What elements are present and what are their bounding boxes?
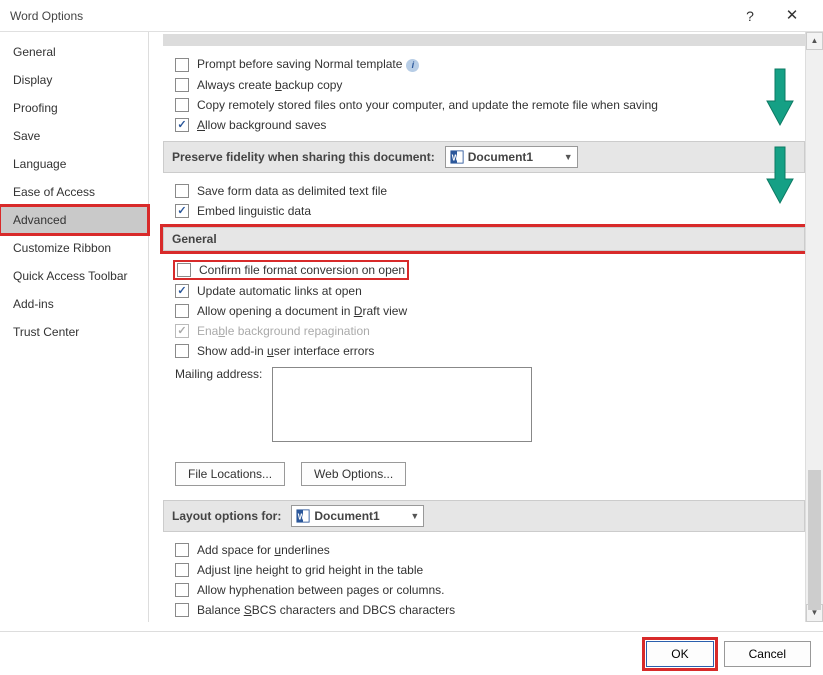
- sidebar-item-proofing[interactable]: Proofing: [0, 94, 148, 122]
- word-doc-icon: W: [296, 509, 310, 523]
- window-title: Word Options: [10, 9, 729, 23]
- save-option-row: Copy remotely stored files onto your com…: [163, 95, 805, 115]
- svg-text:W: W: [451, 154, 459, 163]
- sidebar-item-display[interactable]: Display: [0, 66, 148, 94]
- save-option-checkbox[interactable]: [175, 98, 189, 112]
- general-option-checkbox[interactable]: [177, 263, 191, 277]
- layout-option-label: Allow hyphenation between pages or colum…: [197, 583, 445, 597]
- save-option-label: Allow background saves: [197, 118, 326, 132]
- layout-doc-dropdown[interactable]: W Document1 ▼: [291, 505, 424, 527]
- main-area: GeneralDisplayProofingSaveLanguageEase o…: [0, 32, 823, 622]
- layout-section-header: Layout options for: W Document1 ▼: [163, 500, 805, 532]
- help-button[interactable]: ?: [729, 1, 771, 31]
- general-option-label: Enable background repagination: [197, 324, 370, 338]
- fidelity-option-row: Embed linguistic data: [163, 201, 805, 221]
- scrolled-section-edge: [163, 34, 805, 46]
- general-option-label: Show add-in user interface errors: [197, 344, 374, 358]
- sidebar-item-ease-of-access[interactable]: Ease of Access: [0, 178, 148, 206]
- layout-option-row: Allow hyphenation between pages or colum…: [163, 580, 805, 600]
- close-button[interactable]: ✕: [771, 1, 813, 31]
- general-option-label: Confirm file format conversion on open: [199, 263, 405, 277]
- fidelity-doc-dropdown[interactable]: W Document1 ▼: [445, 146, 578, 168]
- sidebar-item-save[interactable]: Save: [0, 122, 148, 150]
- fidelity-option-checkbox[interactable]: [175, 184, 189, 198]
- annotation-arrow-icon: [765, 67, 795, 127]
- general-option-checkbox[interactable]: [175, 284, 189, 298]
- fidelity-option-label: Embed linguistic data: [197, 204, 311, 218]
- layout-option-row: Add space for underlines: [163, 540, 805, 560]
- fidelity-option-checkbox[interactable]: [175, 204, 189, 218]
- general-option-label: Update automatic links at open: [197, 284, 362, 298]
- cancel-button[interactable]: Cancel: [724, 641, 811, 667]
- mailing-address-row: Mailing address:: [163, 361, 805, 448]
- word-doc-icon: W: [450, 150, 464, 164]
- save-option-label: Always create backup copy: [197, 78, 342, 92]
- layout-option-label: Balance SBCS characters and DBCS charact…: [197, 603, 455, 617]
- fidelity-doc-name: Document1: [468, 150, 558, 164]
- info-icon[interactable]: i: [406, 59, 419, 72]
- save-option-label: Prompt before saving Normal templatei: [197, 57, 419, 72]
- save-option-row: Prompt before saving Normal templatei: [163, 54, 805, 75]
- chevron-down-icon: ▼: [558, 152, 573, 162]
- layout-option-row: Adjust line height to grid height in the…: [163, 560, 805, 580]
- layout-option-label: Add space for underlines: [197, 543, 330, 557]
- web-options-button[interactable]: Web Options...: [301, 462, 406, 486]
- sidebar-item-advanced[interactable]: Advanced: [0, 206, 148, 234]
- fidelity-label: Preserve fidelity when sharing this docu…: [172, 150, 435, 164]
- general-option-row: Show add-in user interface errors: [163, 341, 805, 361]
- scroll-track[interactable]: [806, 50, 823, 604]
- layout-option-checkbox[interactable]: [175, 603, 189, 617]
- layout-doc-name: Document1: [314, 509, 404, 523]
- sidebar-item-add-ins[interactable]: Add-ins: [0, 290, 148, 318]
- sidebar-item-quick-access-toolbar[interactable]: Quick Access Toolbar: [0, 262, 148, 290]
- layout-label: Layout options for:: [172, 509, 281, 523]
- scroll-thumb[interactable]: [808, 470, 821, 610]
- fidelity-section-header: Preserve fidelity when sharing this docu…: [163, 141, 805, 173]
- fidelity-option-row: Save form data as delimited text file: [163, 181, 805, 201]
- general-buttons-row: File Locations... Web Options...: [163, 448, 805, 494]
- general-option-checkbox[interactable]: [175, 344, 189, 358]
- general-option-label: Allow opening a document in Draft view: [197, 304, 407, 318]
- general-option-row: Confirm file format conversion on open: [163, 259, 805, 281]
- general-label: General: [172, 232, 217, 246]
- annotation-arrow-icon: [765, 145, 795, 205]
- general-section-header: General: [163, 227, 805, 251]
- mailing-label: Mailing address:: [175, 367, 262, 381]
- layout-option-row: Convert backslash characters into yen si…: [163, 620, 805, 622]
- chevron-down-icon: ▼: [404, 511, 419, 521]
- mailing-address-textarea[interactable]: [272, 367, 532, 442]
- layout-option-checkbox[interactable]: [175, 563, 189, 577]
- general-option-row: Allow opening a document in Draft view: [163, 301, 805, 321]
- content-wrap: Prompt before saving Normal templatei Alw…: [149, 32, 823, 622]
- general-option-row: Update automatic links at open: [163, 281, 805, 301]
- save-option-row: Always create backup copy: [163, 75, 805, 95]
- title-bar: Word Options ? ✕: [0, 0, 823, 32]
- save-option-row: Allow background saves: [163, 115, 805, 135]
- content-panel: Prompt before saving Normal templatei Alw…: [149, 32, 805, 622]
- file-locations-button[interactable]: File Locations...: [175, 462, 285, 486]
- layout-option-checkbox[interactable]: [175, 543, 189, 557]
- sidebar-item-customize-ribbon[interactable]: Customize Ribbon: [0, 234, 148, 262]
- save-option-checkbox[interactable]: [175, 118, 189, 132]
- dialog-footer: OK Cancel: [0, 631, 823, 675]
- sidebar-item-language[interactable]: Language: [0, 150, 148, 178]
- ok-button[interactable]: OK: [646, 641, 713, 667]
- sidebar-item-trust-center[interactable]: Trust Center: [0, 318, 148, 346]
- scroll-up-button[interactable]: ▲: [806, 32, 823, 50]
- general-option-checkbox[interactable]: [175, 304, 189, 318]
- sidebar-item-general[interactable]: General: [0, 38, 148, 66]
- general-option-checkbox: [175, 324, 189, 338]
- vertical-scrollbar[interactable]: ▲ ▼: [805, 32, 823, 622]
- layout-option-checkbox[interactable]: [175, 583, 189, 597]
- svg-text:W: W: [298, 513, 306, 522]
- save-option-checkbox[interactable]: [175, 78, 189, 92]
- save-option-label: Copy remotely stored files onto your com…: [197, 98, 658, 112]
- general-option-row: Enable background repagination: [163, 321, 805, 341]
- sidebar: GeneralDisplayProofingSaveLanguageEase o…: [0, 32, 149, 622]
- fidelity-option-label: Save form data as delimited text file: [197, 184, 387, 198]
- save-option-checkbox[interactable]: [175, 58, 189, 72]
- layout-option-label: Adjust line height to grid height in the…: [197, 563, 423, 577]
- layout-option-row: Balance SBCS characters and DBCS charact…: [163, 600, 805, 620]
